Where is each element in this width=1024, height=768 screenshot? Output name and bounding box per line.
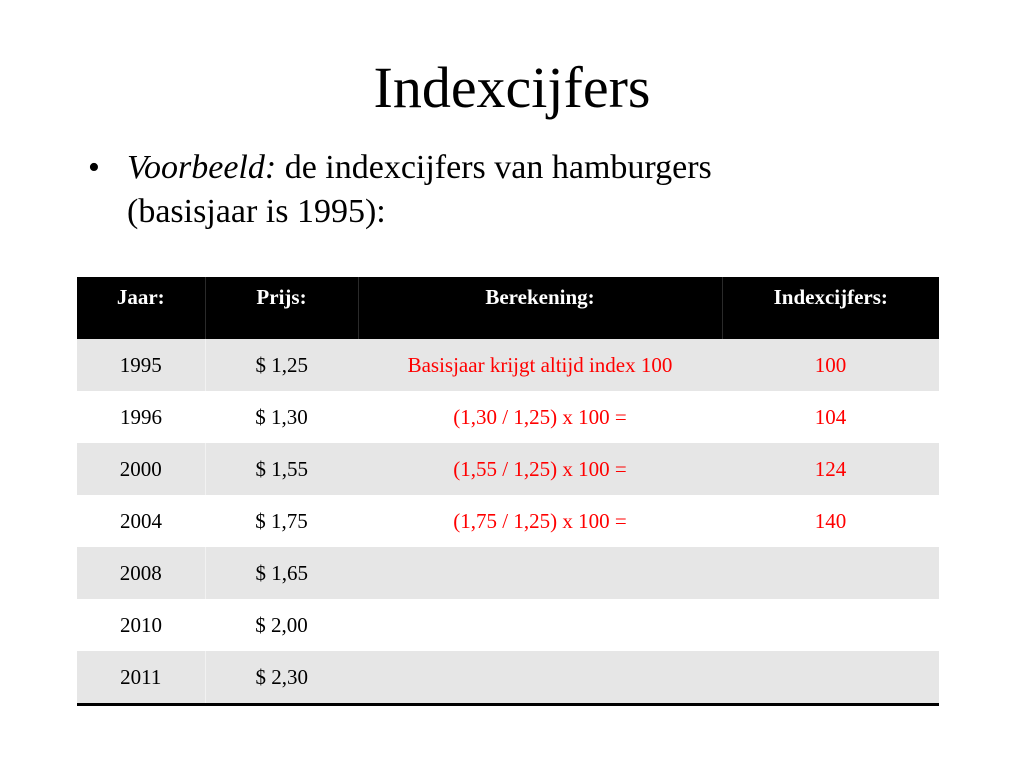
cell-index xyxy=(722,599,939,651)
header-indexcijfers: Indexcijfers: xyxy=(722,277,939,339)
cell-index xyxy=(722,651,939,706)
cell-jaar: 2008 xyxy=(77,547,206,599)
table-row: 2004 $ 1,75 (1,75 / 1,25) x 100 = 140 xyxy=(77,495,939,547)
table-row: 2011 $ 2,30 xyxy=(77,651,939,706)
cell-index: 100 xyxy=(722,339,939,391)
cell-jaar: 2010 xyxy=(77,599,205,651)
cell-prijs: $ 1,25 xyxy=(205,339,358,391)
cell-jaar: 1996 xyxy=(77,391,205,443)
bullet-text: Voorbeeld: de indexcijfers van hamburger… xyxy=(127,146,948,234)
bullet-icon: • xyxy=(88,149,100,186)
cell-berekening: (1,75 / 1,25) x 100 = xyxy=(358,495,722,547)
table-row: 1995 $ 1,25 Basisjaar krijgt altijd inde… xyxy=(77,339,939,391)
cell-prijs: $ 1,30 xyxy=(205,391,358,443)
cell-berekening: (1,30 / 1,25) x 100 = xyxy=(358,391,722,443)
table-row: 1996 $ 1,30 (1,30 / 1,25) x 100 = 104 xyxy=(77,391,939,443)
cell-prijs: $ 1,55 xyxy=(205,443,358,495)
cell-prijs: $ 2,00 xyxy=(205,599,358,651)
slide-title: Indexcijfers xyxy=(373,55,651,120)
cell-index: 104 xyxy=(722,391,939,443)
cell-jaar: 2000 xyxy=(77,443,206,495)
bullet-point: • Voorbeeld: de indexcijfers van hamburg… xyxy=(88,146,948,234)
bullet-text-line1: de indexcijfers van hamburgers xyxy=(284,149,712,186)
table-header-row: Jaar: Prijs: Berekening: Indexcijfers: xyxy=(77,277,939,339)
index-table-container: Jaar: Prijs: Berekening: Indexcijfers: 1… xyxy=(77,277,939,706)
cell-index: 140 xyxy=(722,495,939,547)
header-berekening: Berekening: xyxy=(358,277,723,339)
cell-jaar: 1995 xyxy=(77,339,206,391)
table-row: 2008 $ 1,65 xyxy=(77,547,939,599)
header-jaar: Jaar: xyxy=(77,277,206,339)
cell-berekening xyxy=(358,547,722,599)
cell-prijs: $ 2,30 xyxy=(205,651,358,706)
bullet-lead-italic: Voorbeeld: xyxy=(127,149,277,186)
cell-prijs: $ 1,65 xyxy=(205,547,358,599)
cell-index: 124 xyxy=(722,443,939,495)
cell-jaar: 2011 xyxy=(77,651,206,706)
cell-index xyxy=(722,547,939,599)
bullet-text-line2: (basisjaar is 1995): xyxy=(127,193,386,230)
cell-jaar: 2004 xyxy=(77,495,205,547)
header-prijs: Prijs: xyxy=(205,277,359,339)
cell-berekening xyxy=(358,599,722,651)
table-row: 2000 $ 1,55 (1,55 / 1,25) x 100 = 124 xyxy=(77,443,939,495)
cell-berekening xyxy=(358,651,722,706)
index-table: Jaar: Prijs: Berekening: Indexcijfers: 1… xyxy=(77,277,939,706)
cell-berekening: (1,55 / 1,25) x 100 = xyxy=(358,443,722,495)
table-row: 2010 $ 2,00 xyxy=(77,599,939,651)
cell-prijs: $ 1,75 xyxy=(205,495,358,547)
cell-berekening: Basisjaar krijgt altijd index 100 xyxy=(358,339,722,391)
